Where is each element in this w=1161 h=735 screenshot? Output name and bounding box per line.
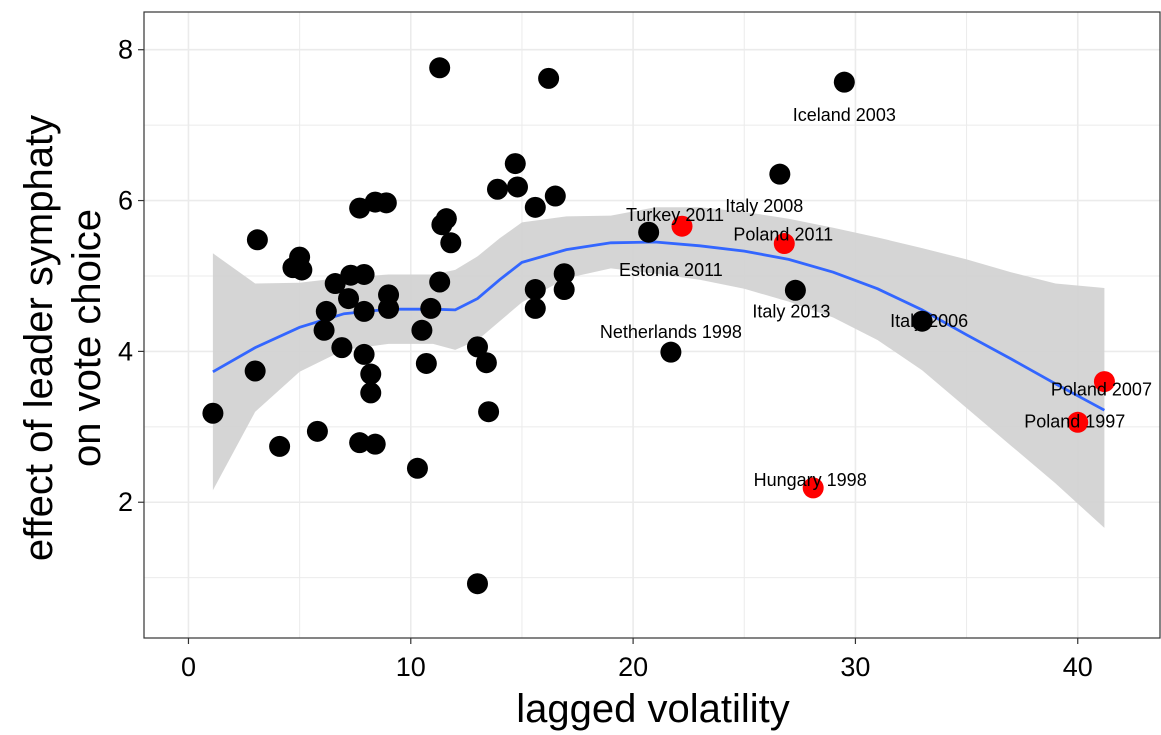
y-axis-title-line-2: on vote choice <box>65 209 109 467</box>
data-point <box>544 185 566 207</box>
data-point <box>406 457 428 479</box>
data-point <box>315 300 337 322</box>
point-annotations: Netherlands 1998 Turkey 2011 Poland 2011 It… <box>600 105 1152 490</box>
data-point <box>324 273 346 295</box>
data-point <box>538 67 560 89</box>
data-point <box>353 343 375 365</box>
data-point <box>360 382 382 404</box>
data-point <box>784 279 806 301</box>
data-point <box>364 433 386 455</box>
point-label: Iceland 2003 <box>793 105 896 125</box>
data-point-highlighted <box>671 215 693 237</box>
data-point <box>429 271 451 293</box>
data-point-highlighted <box>1093 371 1115 393</box>
data-point <box>466 336 488 358</box>
data-point <box>660 341 682 363</box>
data-point <box>553 263 575 285</box>
data-point-highlighted <box>773 233 795 255</box>
data-point <box>331 337 353 359</box>
data-point <box>353 300 375 322</box>
data-point <box>769 163 791 185</box>
point-label: Turkey 2011 <box>626 205 724 225</box>
data-point <box>833 71 855 93</box>
data-point <box>349 432 371 454</box>
data-point <box>378 297 400 319</box>
point-label: Italy 2006 <box>890 311 968 331</box>
point-label: Italy 2008 <box>725 196 803 216</box>
point-label: Hungary 1998 <box>754 470 867 490</box>
data-point <box>911 310 933 332</box>
data-point <box>486 178 508 200</box>
data-point <box>504 153 526 175</box>
data-point <box>524 297 546 319</box>
x-tick-label: 30 <box>840 652 870 682</box>
data-point <box>411 319 433 341</box>
data-point <box>306 420 328 442</box>
x-tick-label: 0 <box>181 652 196 682</box>
point-label: Estonia 2011 <box>619 260 723 280</box>
x-tick-label: 40 <box>1063 652 1093 682</box>
point-label: Poland 1997 <box>1024 411 1125 431</box>
x-tick-label: 10 <box>396 652 426 682</box>
point-label: Poland 2011 <box>733 225 833 245</box>
data-point <box>440 232 462 254</box>
x-tick-label: 20 <box>618 652 648 682</box>
data-point <box>338 288 360 310</box>
data-point-highlighted <box>802 477 824 499</box>
data-point <box>269 435 291 457</box>
data-point <box>524 279 546 301</box>
data-point <box>524 196 546 218</box>
data-point <box>638 221 660 243</box>
data-point <box>420 297 442 319</box>
data-point <box>375 192 397 214</box>
data-point <box>475 352 497 374</box>
x-axis-title: lagged volatility <box>516 687 790 731</box>
point-label: Italy 2013 <box>752 301 830 321</box>
data-point <box>429 57 451 79</box>
data-point-highlighted <box>1067 411 1089 433</box>
y-tick-label: 8 <box>118 35 133 65</box>
data-point <box>435 208 457 230</box>
data-point <box>478 401 500 423</box>
point-label: Netherlands 1998 <box>600 322 742 342</box>
data-point <box>291 259 313 281</box>
data-point <box>415 352 437 374</box>
data-point <box>244 360 266 382</box>
data-point <box>506 176 528 198</box>
data-point <box>466 573 488 595</box>
data-point <box>202 402 224 424</box>
data-point <box>313 319 335 341</box>
point-label: Poland 2007 <box>1051 380 1152 400</box>
y-axis-title-line-1: effect of leader symphaty <box>17 115 61 561</box>
data-point <box>353 263 375 285</box>
data-point <box>360 363 382 385</box>
y-tick-label: 2 <box>118 487 133 517</box>
y-tick-label: 4 <box>118 336 133 366</box>
plot-panel-border <box>143 11 1161 639</box>
y-tick-label: 6 <box>118 186 133 216</box>
data-point <box>553 279 575 301</box>
data-point <box>246 229 268 251</box>
data-points <box>202 57 1115 595</box>
axes: 0 10 20 30 40 2 4 6 8 <box>118 35 1093 682</box>
